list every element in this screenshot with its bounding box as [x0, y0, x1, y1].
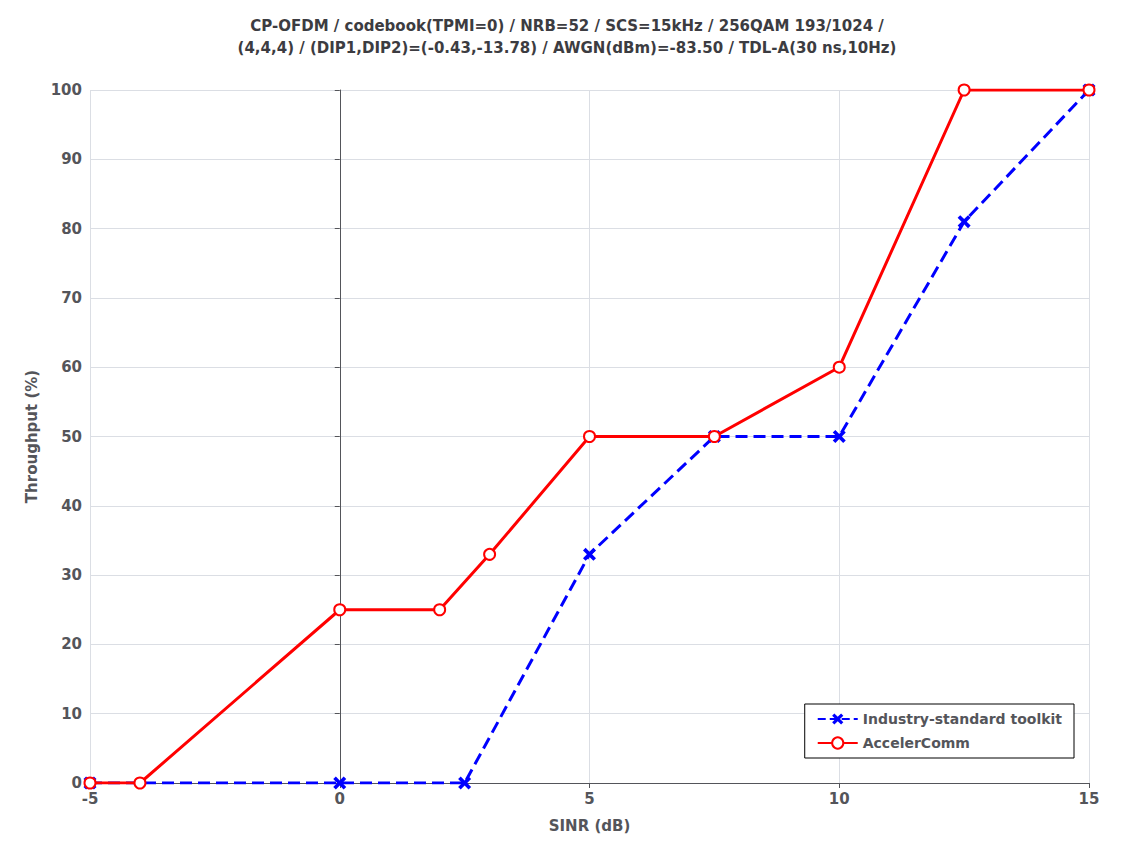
svg-text:CP-OFDM / codebook(TPMI=0) / N: CP-OFDM / codebook(TPMI=0) / NRB=52 / SC…	[250, 17, 884, 35]
svg-text:90: 90	[61, 150, 82, 168]
svg-text:10: 10	[61, 705, 82, 723]
svg-text:50: 50	[61, 428, 82, 446]
svg-text:0: 0	[72, 774, 82, 792]
svg-text:0: 0	[335, 790, 345, 808]
svg-text:-5: -5	[82, 790, 99, 808]
svg-text:100: 100	[51, 81, 82, 99]
svg-text:10: 10	[829, 790, 850, 808]
svg-text:Throughput (%): Throughput (%)	[23, 370, 41, 503]
svg-text:5: 5	[584, 790, 594, 808]
svg-text:(4,4,4) / (DIP1,DIP2)=(-0.43,-: (4,4,4) / (DIP1,DIP2)=(-0.43,-13.78) / A…	[238, 39, 897, 57]
svg-text:SINR (dB): SINR (dB)	[549, 817, 631, 835]
svg-text:80: 80	[61, 220, 82, 238]
svg-text:40: 40	[61, 497, 82, 515]
svg-text:30: 30	[61, 566, 82, 584]
svg-text:70: 70	[61, 289, 82, 307]
svg-text:Industry-standard toolkit: Industry-standard toolkit	[863, 711, 1063, 727]
svg-text:20: 20	[61, 635, 82, 653]
svg-text:60: 60	[61, 358, 82, 376]
svg-text:AccelerComm: AccelerComm	[863, 735, 970, 751]
svg-text:15: 15	[1079, 790, 1100, 808]
